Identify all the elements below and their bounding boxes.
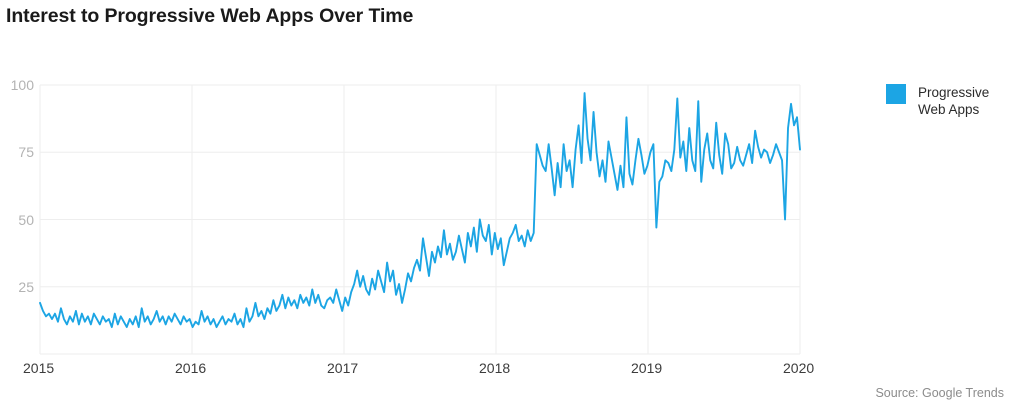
- chart-title: Interest to Progressive Web Apps Over Ti…: [6, 5, 414, 27]
- y-tick-label: 75: [18, 144, 34, 161]
- source-caption: Source: Google Trends: [875, 386, 1004, 400]
- series-group: [39, 92, 801, 329]
- legend-label-progressive-web-apps: Progressive Web Apps: [918, 85, 990, 117]
- x-tick-label: 2015: [23, 360, 55, 376]
- x-tick-label: 2020: [783, 360, 815, 376]
- chart-legend: Progressive Web Apps: [886, 84, 1018, 118]
- y-tick-label: 25: [18, 278, 34, 295]
- x-tick-label: 2019: [631, 360, 663, 376]
- grid-lines: [39, 84, 801, 355]
- x-tick-label: 2017: [327, 360, 359, 376]
- x-tick-label: 2016: [175, 360, 207, 376]
- y-tick-label: 50: [18, 211, 34, 228]
- legend-swatch-progressive-web-apps: [886, 84, 906, 104]
- x-tick-label: 2018: [479, 360, 511, 376]
- y-tick-label: 100: [10, 77, 34, 93]
- series-line-progressive-web-apps: [39, 92, 801, 329]
